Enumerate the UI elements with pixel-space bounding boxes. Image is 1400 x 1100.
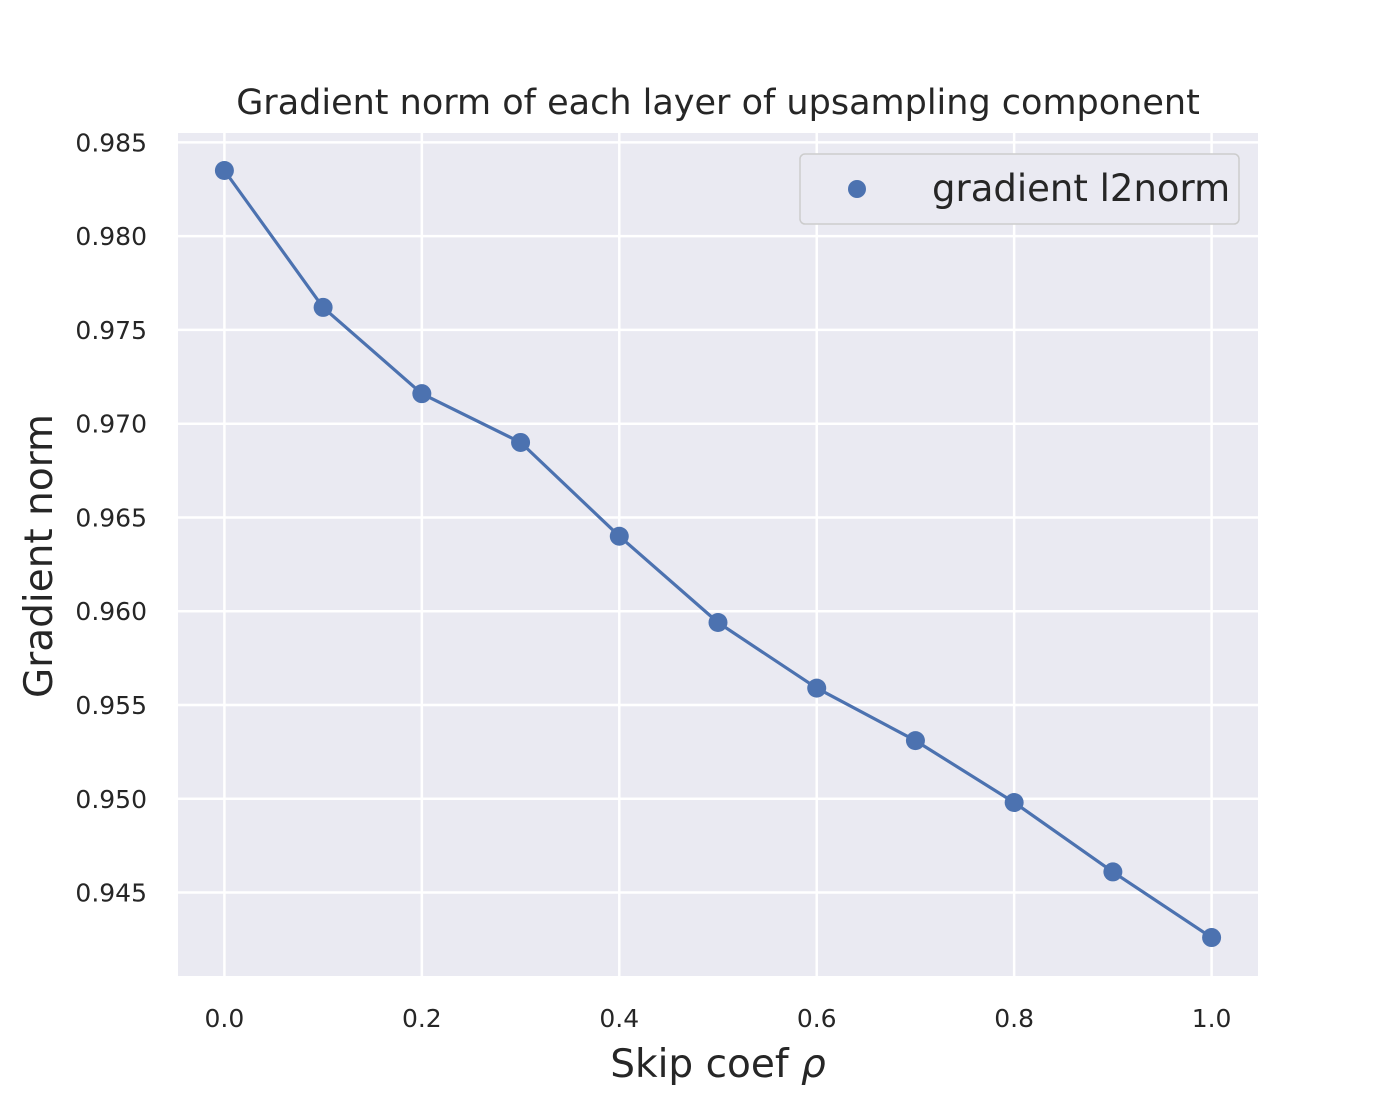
y-axis-label: Gradient norm [17, 414, 62, 698]
legend-label: gradient l2norm [932, 167, 1230, 210]
data-point [609, 526, 629, 546]
data-point [1004, 793, 1024, 813]
data-point [313, 297, 333, 317]
data-point [511, 432, 531, 452]
x-axis-label: Skip coef ρ [610, 1042, 826, 1087]
y-tick-label: 0.980 [75, 222, 147, 251]
data-point [1103, 862, 1123, 882]
y-tick-labels: 0.945 0.950 0.955 0.960 0.965 0.970 0.975 0.980… [75, 128, 147, 907]
y-tick-label: 0.960 [75, 597, 147, 626]
y-tick-label: 0.955 [75, 691, 147, 720]
x-tick-label: 0.6 [797, 1004, 837, 1033]
grid [178, 133, 1258, 976]
data-point [1202, 928, 1222, 948]
x-tick-labels: 0.0 0.2 0.4 0.6 0.8 1.0 [205, 1004, 1232, 1033]
data-point [214, 161, 234, 181]
x-tick-label: 1.0 [1192, 1004, 1232, 1033]
chart-title: Gradient norm of each layer of upsamplin… [236, 83, 1200, 123]
data-point [412, 384, 432, 404]
legend: gradient l2norm [799, 153, 1240, 225]
x-axis-label-text: Skip coef [610, 1042, 790, 1087]
data-point [905, 731, 925, 751]
y-tick-label: 0.945 [75, 879, 147, 908]
y-tick-label: 0.970 [75, 410, 147, 439]
plot-background [178, 133, 1258, 976]
data-point [807, 678, 827, 698]
y-tick-label: 0.965 [75, 503, 147, 532]
x-axis-label-symbol: ρ [801, 1042, 826, 1087]
x-tick-label: 0.4 [599, 1004, 639, 1033]
x-tick-label: 0.8 [994, 1004, 1034, 1033]
legend-marker [848, 180, 866, 198]
x-tick-label: 0.2 [402, 1004, 442, 1033]
y-tick-label: 0.985 [75, 128, 147, 157]
series-layer [214, 161, 1222, 948]
legend-box [799, 153, 1240, 225]
y-tick-label: 0.975 [75, 316, 147, 345]
x-tick-label: 0.0 [205, 1004, 245, 1033]
y-tick-label: 0.950 [75, 785, 147, 814]
data-point [708, 612, 728, 632]
